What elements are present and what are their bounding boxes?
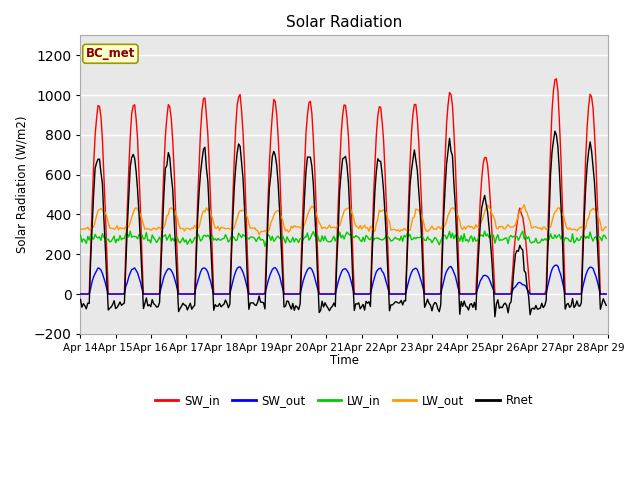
Text: BC_met: BC_met <box>86 47 135 60</box>
X-axis label: Time: Time <box>330 354 358 367</box>
Y-axis label: Solar Radiation (W/m2): Solar Radiation (W/m2) <box>15 116 28 253</box>
Title: Solar Radiation: Solar Radiation <box>286 15 402 30</box>
Legend: SW_in, SW_out, LW_in, LW_out, Rnet: SW_in, SW_out, LW_in, LW_out, Rnet <box>150 389 538 411</box>
